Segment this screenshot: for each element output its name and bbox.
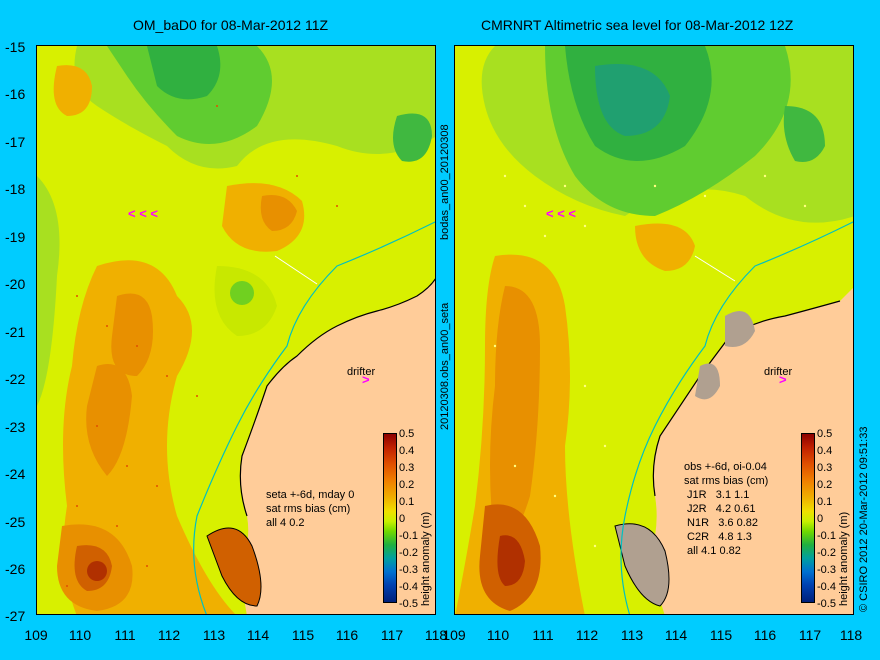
- cb-tick: -0.2: [817, 547, 836, 559]
- y-tick: -23: [5, 419, 26, 435]
- x-tick: 117: [798, 627, 822, 643]
- x-tick: 109: [24, 627, 48, 643]
- left-annotation: seta +-6d, mday 0 sat rms bias (cm) all …: [266, 489, 355, 529]
- cb-tick: -0.3: [399, 564, 418, 576]
- right-map: [455, 46, 853, 614]
- cb-tick: 0.1: [399, 496, 415, 508]
- x-tick: 116: [753, 627, 777, 643]
- cb-tick: -0.4: [399, 581, 418, 593]
- left-colorbar: [383, 433, 397, 603]
- y-tick: -22: [5, 371, 26, 387]
- cb-tick: -0.1: [399, 530, 418, 542]
- cb-tick: 0.3: [817, 462, 833, 474]
- left-map: [37, 46, 435, 614]
- y-tick: -25: [5, 514, 26, 530]
- left-map-panel: [36, 45, 436, 615]
- cb-tick: -0.2: [399, 547, 418, 559]
- x-tick: 113: [620, 627, 644, 643]
- right-colorbar-label: height anomaly (m): [838, 511, 850, 606]
- y-tick: -20: [5, 276, 26, 292]
- x-tick: 114: [246, 627, 270, 643]
- left-drifter-label: drifter: [347, 366, 376, 378]
- x-tick: 115: [291, 627, 315, 643]
- right-colorbar: [801, 433, 815, 603]
- cb-tick: -0.3: [817, 564, 836, 576]
- middle-label-top: bodas_an00_20120308: [439, 124, 451, 240]
- cb-tick: 0.2: [817, 479, 833, 491]
- cb-tick: 0: [399, 513, 406, 525]
- right-annotation: obs +-6d, oi-0.04 sat rms bias (cm) J1R …: [684, 461, 769, 557]
- x-tick: 111: [532, 627, 554, 643]
- left-panel-title: OM_baD0 for 08-Mar-2012 11Z: [133, 17, 329, 33]
- cb-tick: 0.5: [399, 428, 415, 440]
- left-drifter-arrow-icon: >: [362, 372, 370, 387]
- right-panel-title: CMRNRT Altimetric sea level for 08-Mar-2…: [481, 17, 794, 33]
- cb-tick: 0.1: [817, 496, 833, 508]
- right-drifter-arrow-icon: >: [779, 372, 787, 387]
- cb-tick: 0.4: [399, 445, 415, 457]
- middle-label-bottom: 20120308.obs_an00_seta: [439, 302, 451, 430]
- y-tick: -15: [5, 39, 26, 55]
- right-track-arrows-icon: < < <: [546, 206, 576, 221]
- cb-tick: -0.4: [817, 581, 836, 593]
- y-tick: -21: [5, 324, 26, 340]
- left-colorbar-label: height anomaly (m): [420, 511, 432, 606]
- x-tick: 109: [442, 627, 466, 643]
- y-tick: -26: [5, 561, 26, 577]
- x-tick: 115: [709, 627, 733, 643]
- y-tick: -19: [5, 229, 26, 245]
- y-tick: -24: [5, 466, 26, 482]
- x-tick: 112: [575, 627, 599, 643]
- cb-tick: 0.3: [399, 462, 415, 474]
- right-drifter-label: drifter: [764, 366, 793, 378]
- cb-tick: -0.5: [399, 598, 418, 610]
- cb-tick: -0.5: [817, 598, 836, 610]
- left-track-arrows-icon: < < <: [128, 206, 158, 221]
- credit-label: © CSIRO 2012 20-Mar-2012 09:51:33: [858, 426, 870, 612]
- x-tick: 111: [114, 627, 136, 643]
- x-tick: 113: [202, 627, 226, 643]
- x-tick: 110: [486, 627, 510, 643]
- right-map-panel: [454, 45, 854, 615]
- cb-tick: -0.1: [817, 530, 836, 542]
- x-tick: 118: [424, 627, 448, 643]
- cb-tick: 0: [817, 513, 824, 525]
- x-tick: 114: [664, 627, 688, 643]
- x-tick: 116: [335, 627, 359, 643]
- y-tick: -16: [5, 86, 26, 102]
- x-tick: 110: [68, 627, 92, 643]
- cb-tick: 0.2: [399, 479, 415, 491]
- y-tick: -27: [5, 608, 26, 624]
- cb-tick: 0.5: [817, 428, 833, 440]
- y-tick: -18: [5, 181, 26, 197]
- x-tick: 112: [157, 627, 181, 643]
- cb-tick: 0.4: [817, 445, 833, 457]
- x-tick: 117: [380, 627, 404, 643]
- x-tick: 118: [839, 627, 863, 643]
- y-tick: -17: [5, 134, 26, 150]
